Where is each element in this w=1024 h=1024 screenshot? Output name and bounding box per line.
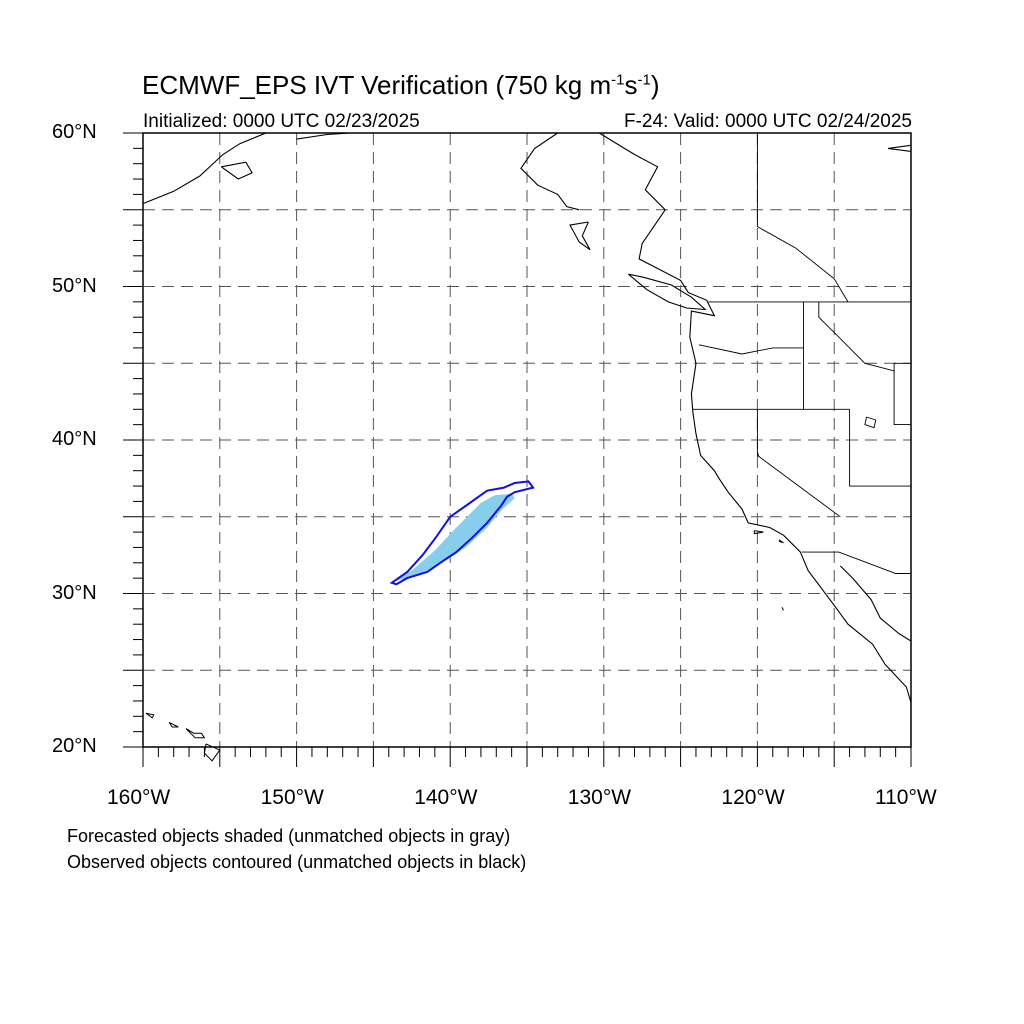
coastline (520, 132, 580, 211)
island-outline (185, 728, 206, 739)
coastline (598, 132, 912, 703)
title-suffix: ) (650, 70, 660, 100)
lon-tick-label: 150°W (260, 786, 324, 809)
forecast-note: Forecasted objects shaded (unmatched obj… (67, 826, 511, 846)
lat-tick-label: 50°N (52, 274, 97, 297)
title-exponent-2: -1 (637, 71, 651, 89)
political-border (818, 301, 895, 372)
coastlines (142, 132, 912, 762)
coastline (220, 161, 253, 180)
initialized-time: Initialized: 0000 UTC 02/23/2025 (143, 111, 420, 132)
ivt-objects (389, 480, 535, 586)
coastline (296, 132, 351, 140)
observed-object-contour (389, 480, 535, 586)
coastline (628, 273, 707, 311)
map-title: ECMWF_EPS IVT Verification (750 kg m-1s-… (142, 70, 659, 101)
observed-note: Observed objects contoured (unmatched ob… (67, 852, 527, 872)
lat-tick-label: 30°N (52, 581, 97, 604)
island-outline (778, 539, 784, 544)
lake-outline (864, 416, 877, 429)
lat-tick-label: 60°N (52, 121, 97, 143)
island-outline (168, 721, 179, 728)
axis-ticks (123, 132, 912, 767)
political-border (756, 409, 841, 518)
forecast-object (393, 493, 515, 582)
lon-tick-label: 160°W (107, 786, 171, 809)
valid-time: F-24: Valid: 0000 UTC 02/24/2025 (624, 111, 912, 132)
political-border (849, 409, 911, 487)
lake-outline (756, 452, 760, 458)
political-border (756, 133, 849, 303)
coastline (839, 565, 912, 642)
lon-tick-label: 140°W (414, 786, 478, 809)
coastline (887, 144, 912, 152)
political-border (698, 344, 804, 355)
island-outline (781, 607, 784, 611)
grid-lines (143, 133, 911, 747)
lon-tick-label: 120°W (721, 786, 785, 809)
map-frame (142, 132, 912, 748)
lat-tick-label: 40°N (52, 428, 97, 450)
lat-tick-label: 20°N (52, 735, 97, 757)
lon-tick-label: 130°W (567, 786, 632, 809)
title-prefix: ECMWF_EPS IVT Verification (750 kg m (142, 70, 612, 100)
political-border (893, 363, 911, 426)
lon-tick-label: 110°W (875, 786, 937, 809)
political-border (801, 551, 911, 574)
island-outline (145, 712, 155, 719)
coastline (142, 132, 267, 205)
coastline (569, 221, 591, 251)
title-middle: s (624, 70, 638, 100)
island-outline (753, 530, 764, 535)
title-exponent-1: -1 (611, 71, 625, 89)
